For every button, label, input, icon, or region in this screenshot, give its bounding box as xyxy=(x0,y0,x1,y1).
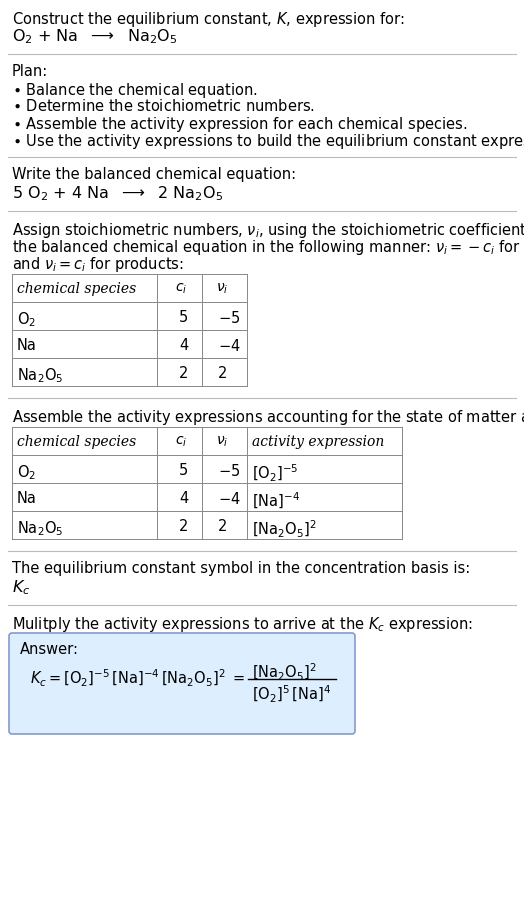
Text: 2: 2 xyxy=(218,366,227,381)
Text: chemical species: chemical species xyxy=(17,435,136,449)
Text: $\mathrm{[Na]^{-4}}$: $\mathrm{[Na]^{-4}}$ xyxy=(252,491,300,512)
Text: $-4$: $-4$ xyxy=(218,491,241,507)
Text: Assign stoichiometric numbers, $\nu_i$, using the stoichiometric coefficients, $: Assign stoichiometric numbers, $\nu_i$, … xyxy=(12,221,524,240)
Text: $\mathrm{O_2}$ + Na  $\longrightarrow$  $\mathrm{Na_2O_5}$: $\mathrm{O_2}$ + Na $\longrightarrow$ $\… xyxy=(12,27,178,46)
Text: $\mathrm{[Na_2O_5]^2}$: $\mathrm{[Na_2O_5]^2}$ xyxy=(252,662,316,683)
Text: Na: Na xyxy=(17,338,37,353)
Text: $\mathrm{[O_2]^{-5}}$: $\mathrm{[O_2]^{-5}}$ xyxy=(252,463,298,484)
Text: 5 $\mathrm{O_2}$ + 4 Na  $\longrightarrow$  2 $\mathrm{Na_2O_5}$: 5 $\mathrm{O_2}$ + 4 Na $\longrightarrow… xyxy=(12,184,223,202)
Text: $\bullet$ Balance the chemical equation.: $\bullet$ Balance the chemical equation. xyxy=(12,81,257,100)
Text: chemical species: chemical species xyxy=(17,282,136,296)
Text: $-5$: $-5$ xyxy=(218,310,241,326)
Text: $-5$: $-5$ xyxy=(218,463,241,479)
Text: 5: 5 xyxy=(179,463,188,478)
Text: The equilibrium constant symbol in the concentration basis is:: The equilibrium constant symbol in the c… xyxy=(12,561,470,576)
Text: $c_i$: $c_i$ xyxy=(175,282,187,297)
Text: $c_i$: $c_i$ xyxy=(175,435,187,450)
Text: $\mathrm{[Na_2O_5]^2}$: $\mathrm{[Na_2O_5]^2}$ xyxy=(252,519,316,540)
Text: 4: 4 xyxy=(179,338,188,353)
Text: Assemble the activity expressions accounting for the state of matter and $\nu_i$: Assemble the activity expressions accoun… xyxy=(12,408,524,427)
Text: 2: 2 xyxy=(179,519,188,534)
Text: and $\nu_i = c_i$ for products:: and $\nu_i = c_i$ for products: xyxy=(12,255,184,274)
Text: $\mathrm{Na_2O_5}$: $\mathrm{Na_2O_5}$ xyxy=(17,366,63,385)
Text: Na: Na xyxy=(17,491,37,506)
Text: Mulitply the activity expressions to arrive at the $K_c$ expression:: Mulitply the activity expressions to arr… xyxy=(12,615,473,634)
Text: $-4$: $-4$ xyxy=(218,338,241,354)
Text: 5: 5 xyxy=(179,310,188,325)
Text: $\mathrm{O_2}$: $\mathrm{O_2}$ xyxy=(17,463,36,482)
Text: $\nu_i$: $\nu_i$ xyxy=(216,282,228,297)
Text: $\nu_i$: $\nu_i$ xyxy=(216,435,228,450)
Text: Plan:: Plan: xyxy=(12,64,48,79)
Text: $\mathrm{[O_2]^5\,[Na]^4}$: $\mathrm{[O_2]^5\,[Na]^4}$ xyxy=(252,684,331,705)
Text: Construct the equilibrium constant, $K$, expression for:: Construct the equilibrium constant, $K$,… xyxy=(12,10,405,29)
Text: activity expression: activity expression xyxy=(252,435,384,449)
Text: $\mathrm{Na_2O_5}$: $\mathrm{Na_2O_5}$ xyxy=(17,519,63,538)
Text: Write the balanced chemical equation:: Write the balanced chemical equation: xyxy=(12,167,296,182)
Text: $\bullet$ Assemble the activity expression for each chemical species.: $\bullet$ Assemble the activity expressi… xyxy=(12,115,467,134)
Text: $\bullet$ Use the activity expressions to build the equilibrium constant express: $\bullet$ Use the activity expressions t… xyxy=(12,132,524,151)
Text: $\mathrm{O_2}$: $\mathrm{O_2}$ xyxy=(17,310,36,329)
Text: $K_c$: $K_c$ xyxy=(12,578,30,597)
Text: 4: 4 xyxy=(179,491,188,506)
Text: 2: 2 xyxy=(179,366,188,381)
Text: 2: 2 xyxy=(218,519,227,534)
Text: $\bullet$ Determine the stoichiometric numbers.: $\bullet$ Determine the stoichiometric n… xyxy=(12,98,315,114)
Text: Answer:: Answer: xyxy=(20,642,79,657)
Text: the balanced chemical equation in the following manner: $\nu_i = -c_i$ for react: the balanced chemical equation in the fo… xyxy=(12,238,524,257)
FancyBboxPatch shape xyxy=(9,633,355,734)
Text: $K_c = \mathrm{[O_2]^{-5}\,[Na]^{-4}\,[Na_2O_5]^2}\ =$: $K_c = \mathrm{[O_2]^{-5}\,[Na]^{-4}\,[N… xyxy=(30,668,246,690)
